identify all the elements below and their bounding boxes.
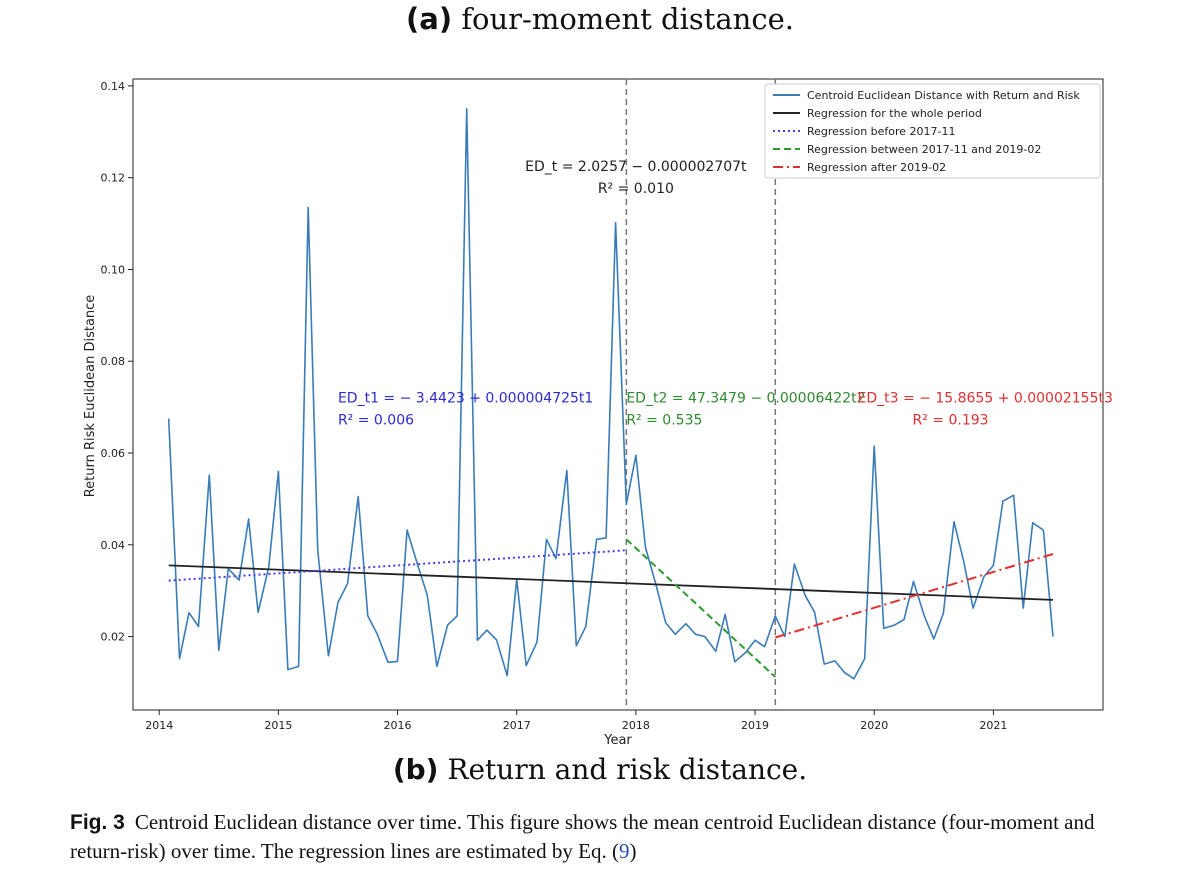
caption-a-label: (a) [406, 2, 453, 36]
x-tick-label: 2020 [860, 719, 888, 732]
caption-b-label: (b) [392, 753, 439, 786]
x-axis-label: Year [603, 733, 632, 748]
x-tick-label: 2014 [145, 719, 173, 732]
caption-b: (b) Return and risk distance. [0, 753, 1200, 786]
r-squared-text: R² = 0.006 [338, 413, 414, 429]
series-line-1 [168, 564, 1054, 601]
series-layer [167, 108, 1054, 680]
legend-box [764, 83, 1101, 179]
caption-a: (a) four-moment distance. [0, 2, 1200, 36]
equation-annotation-whole: ED_t = 2.0257 − 0.000002707t R² = 0.010 [525, 159, 747, 197]
figure-caption-end: ) [629, 839, 637, 863]
equation-ref-link[interactable]: 9 [618, 839, 630, 863]
y-tick-label: 0.06 [101, 447, 126, 460]
series-line-4 [775, 553, 1054, 639]
figure-label: Fig. 3 [70, 811, 125, 834]
x-tick-label: 2021 [979, 719, 1007, 732]
figure-caption: Fig. 3 Centroid Euclidean distance over t… [70, 808, 1140, 865]
x-tick-label: 2019 [741, 719, 769, 732]
equation-annotation-between: ED_t2 = 47.3479 − 0.00006422t2 R² = 0.535 [626, 391, 865, 429]
vline-layer [625, 79, 777, 710]
y-tick-label: 0.10 [101, 263, 126, 276]
plot-area [132, 78, 1104, 711]
caption-a-text: four-moment distance. [461, 2, 794, 36]
legend-label: Regression between 2017-11 and 2019-02 [807, 143, 1041, 156]
figure-caption-text: Centroid Euclidean distance over time. T… [70, 810, 1095, 863]
y-axis-label: Return Risk Euclidean Distance [83, 295, 98, 498]
y-tick-label: 0.02 [101, 631, 126, 644]
series-line-2 [168, 549, 627, 582]
x-tick-label: 2016 [384, 719, 412, 732]
equation-annotation-before: ED_t1 = − 3.4423 + 0.000004725t1 R² = 0.0… [338, 391, 593, 429]
legend: Centroid Euclidean Distance with Return … [764, 83, 1101, 179]
equation-text: ED_t3 = − 15.8655 + 0.00002155t3 [858, 391, 1113, 407]
legend-label: Regression before 2017-11 [807, 125, 956, 138]
chart: 2014 2015 2016 2017 2018 2019 2020 2021 0.02 0.04… [83, 78, 1113, 748]
x-tick-label: 2017 [503, 719, 531, 732]
equation-text: ED_t = 2.0257 − 0.000002707t [525, 159, 747, 175]
equation-annotation-after: ED_t3 = − 15.8655 + 0.00002155t3 R² = 0.1… [858, 391, 1113, 429]
equation-text: ED_t2 = 47.3479 − 0.00006422t2 [626, 391, 865, 407]
x-tick-label: 2015 [264, 719, 292, 732]
legend-label: Centroid Euclidean Distance with Return … [807, 89, 1080, 102]
x-tick-label: 2018 [622, 719, 650, 732]
legend-label: Regression for the whole period [807, 107, 982, 120]
y-tick-label: 0.08 [101, 355, 126, 368]
y-tick-label: 0.12 [101, 172, 126, 185]
y-tick-label: 0.14 [101, 80, 126, 93]
equation-text: ED_t1 = − 3.4423 + 0.000004725t1 [338, 391, 593, 407]
caption-b-text: Return and risk distance. [447, 753, 808, 786]
y-tick-label: 0.04 [101, 539, 126, 552]
series-line-0 [167, 108, 1054, 680]
r-squared-text: R² = 0.193 [913, 413, 989, 429]
r-squared-text: R² = 0.010 [598, 181, 674, 197]
ticks-layer: 2014 2015 2016 2017 2018 2019 2020 2021 0.02 0.04… [101, 80, 1008, 732]
series-line-3 [625, 538, 776, 678]
legend-label: Regression after 2019-02 [807, 161, 946, 174]
r-squared-text: R² = 0.535 [626, 413, 702, 429]
